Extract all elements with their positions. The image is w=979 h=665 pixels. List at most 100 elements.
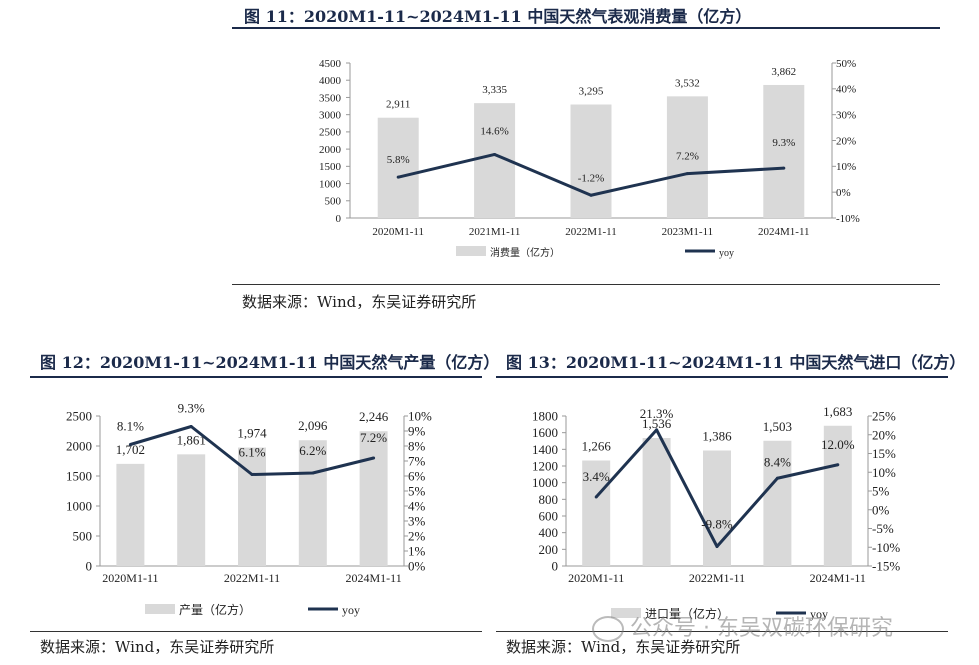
y-right-tick-label: 7%: [408, 454, 426, 469]
bar-value-label: 1,702: [116, 442, 145, 457]
legend-bar-label: 产量（亿方）: [179, 602, 251, 617]
yoy-point: [493, 152, 497, 156]
y-right-tick-label: 15%: [872, 446, 896, 461]
y-left-tick-label: 4000: [319, 75, 342, 87]
y-right-tick-label: 10%: [408, 409, 432, 424]
y-left-tick-label: 500: [325, 196, 342, 208]
y-right-tick-label: 8%: [408, 439, 426, 454]
yoy-point: [589, 193, 593, 197]
yoy-value-label: 7.2%: [360, 430, 387, 445]
legend-bar-label: 进口量（亿方）: [645, 606, 729, 621]
bar-value-label: 1,683: [823, 404, 852, 419]
y-left-tick-label: 1000: [319, 178, 342, 190]
yoy-value-label: 5.8%: [387, 154, 410, 166]
y-left-tick-label: 2000: [319, 144, 342, 156]
yoy-point: [594, 495, 598, 499]
y-right-tick-label: 50%: [836, 58, 856, 70]
yoy-point: [396, 175, 400, 179]
x-tick-label: 2022M1-11: [565, 226, 617, 238]
figure-11-top-rule: [232, 27, 940, 29]
y-left-tick-label: 0: [336, 213, 342, 225]
legend-bar-label: 消费量（亿方）: [490, 246, 560, 259]
yoy-value-label: 8.4%: [764, 454, 791, 469]
y-left-tick-label: 2500: [319, 127, 342, 139]
y-right-tick-label: 10%: [836, 161, 856, 173]
bar: [763, 84, 805, 218]
figure-12-top-rule: [30, 376, 482, 378]
x-tick-label: 2022M1-11: [689, 571, 745, 585]
x-tick-label: 2024M1-11: [810, 571, 866, 585]
y-left-tick-label: 800: [539, 492, 559, 507]
y-left-tick-label: 0: [86, 559, 93, 574]
y-right-tick-label: 25%: [872, 409, 896, 424]
y-left-tick-label: 1200: [532, 459, 558, 474]
yoy-value-label: 9.3%: [178, 401, 205, 416]
figure-11-bottom-rule: [232, 284, 940, 285]
x-tick-label: 2021M1-11: [469, 226, 521, 238]
y-right-tick-label: 0%: [872, 502, 890, 517]
bar: [359, 431, 388, 566]
figure-13-top-rule: [496, 376, 948, 378]
x-tick-label: 2024M1-11: [345, 571, 401, 585]
figure-12-title: 图 12：2020M1-11~2024M1-11 中国天然气产量（亿方）: [40, 353, 500, 372]
bar: [666, 96, 708, 218]
y-right-tick-label: 6%: [408, 469, 426, 484]
bar: [570, 104, 612, 218]
y-right-tick-label: 3%: [408, 514, 426, 529]
y-right-tick-label: 10%: [872, 465, 896, 480]
yoy-value-label: 7.2%: [676, 151, 699, 163]
legend-bar-swatch: [611, 608, 641, 618]
y-left-tick-label: 400: [539, 525, 559, 540]
yoy-value-label: 8.1%: [117, 419, 144, 434]
bar: [177, 454, 206, 566]
x-tick-label: 2022M1-11: [224, 571, 280, 585]
legend-line-label: yoy: [342, 603, 360, 617]
y-right-tick-label: 40%: [836, 84, 856, 96]
bar-value-label: 2,911: [386, 99, 410, 111]
yoy-point: [715, 545, 719, 548]
bar-value-label: 1,503: [763, 419, 792, 434]
x-tick-label: 2024M1-11: [758, 226, 810, 238]
yoy-point: [685, 172, 689, 176]
y-left-tick-label: 3500: [319, 92, 342, 104]
y-left-tick-label: 1400: [532, 442, 558, 457]
bar: [703, 450, 731, 566]
figure-13-bottom-rule: [496, 631, 948, 632]
yoy-value-label: -9.8%: [701, 517, 733, 532]
legend-line-label: yoy: [810, 607, 828, 621]
watermark-text: 公众号 · 东吴双碳环保研究: [630, 616, 893, 641]
y-left-tick-label: 1800: [532, 409, 558, 424]
figure-13-title: 图 13：2020M1-11~2024M1-11 中国天然气进口（亿方）: [506, 353, 966, 372]
bar: [582, 460, 611, 566]
yoy-point: [128, 443, 132, 446]
yoy-value-label: 14.6%: [480, 125, 508, 137]
bar: [823, 425, 852, 566]
wechat-icon: [592, 616, 624, 642]
y-right-tick-label: 2%: [408, 529, 426, 544]
x-tick-label: 2023M1-11: [662, 226, 714, 238]
bar-value-label: 3,862: [771, 66, 796, 78]
y-right-tick-label: 5%: [408, 484, 426, 499]
y-right-tick-label: 5%: [872, 484, 890, 499]
yoy-value-label: 6.2%: [299, 443, 326, 458]
yoy-point: [250, 473, 254, 476]
bar-value-label: 2,096: [298, 418, 328, 433]
y-right-tick-label: 4%: [408, 499, 426, 514]
yoy-value-label: 9.3%: [772, 137, 795, 149]
y-right-tick-label: -10%: [872, 540, 900, 555]
y-left-tick-label: 500: [73, 529, 93, 544]
y-left-tick-label: 1000: [532, 475, 558, 490]
y-right-tick-label: -15%: [872, 559, 900, 574]
yoy-point: [372, 456, 376, 460]
bar-value-label: 1,266: [582, 439, 612, 454]
y-right-tick-label: -10%: [836, 213, 860, 225]
bar-value-label: 1,386: [702, 429, 732, 444]
bar-value-label: 3,295: [579, 86, 604, 98]
y-right-tick-label: 30%: [836, 110, 856, 122]
bar-value-label: 1,974: [237, 426, 267, 441]
y-right-tick-label: -5%: [872, 521, 894, 536]
y-left-tick-label: 0: [552, 559, 559, 574]
legend-bar-swatch: [456, 246, 486, 256]
y-right-tick-label: 20%: [836, 135, 856, 147]
y-right-tick-label: 0%: [836, 187, 851, 199]
